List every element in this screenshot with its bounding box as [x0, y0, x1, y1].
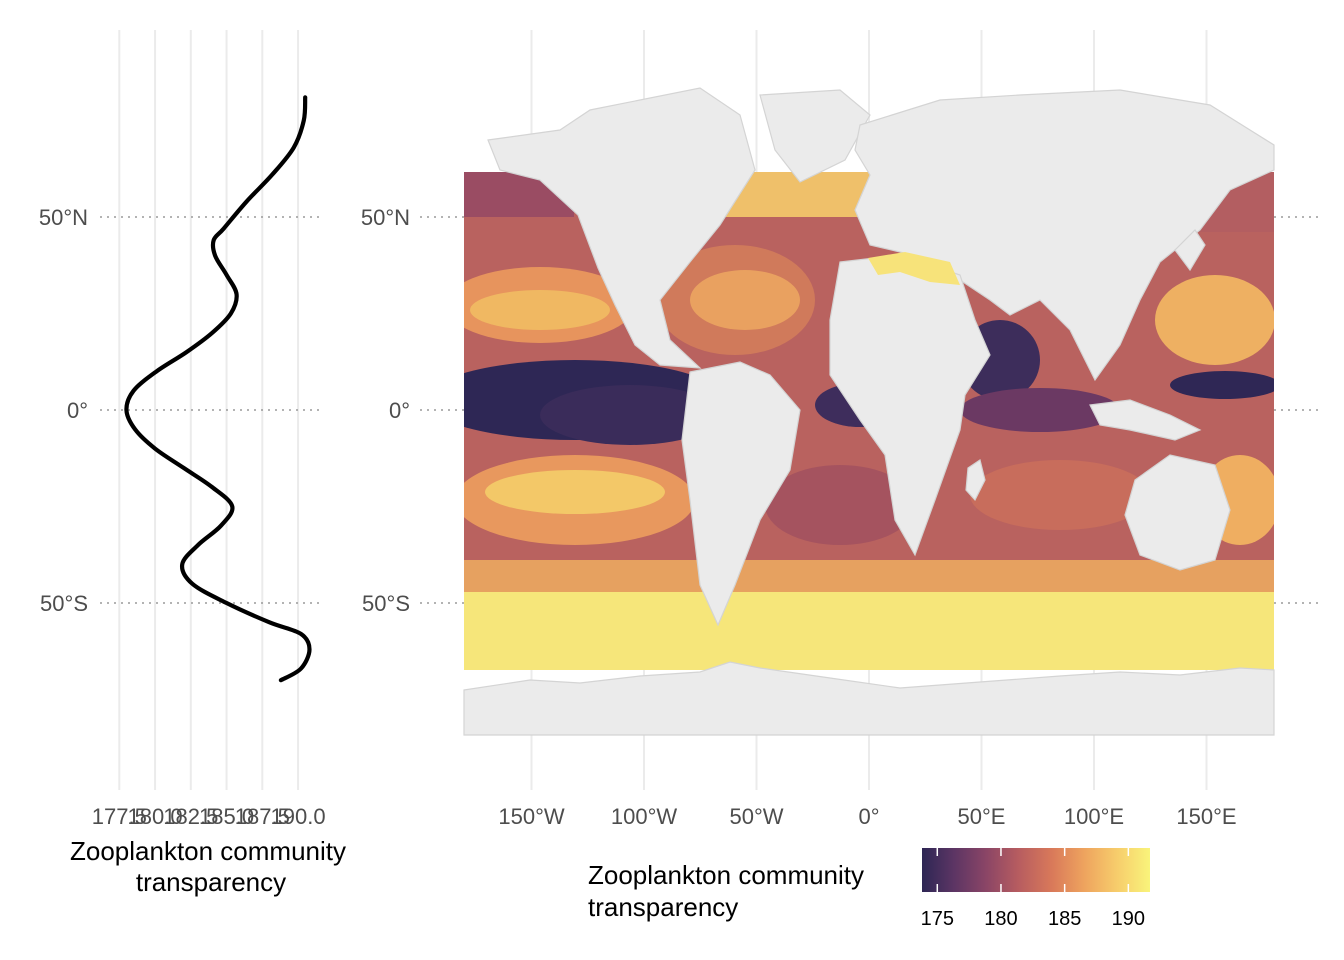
- south-america: [681, 361, 801, 627]
- profile-series-line: [124, 95, 312, 683]
- profile-y-tick-label: 50°N: [39, 205, 88, 230]
- map-y-tick-label: 50°S: [362, 591, 410, 616]
- greenland: [759, 89, 871, 183]
- colorbar-tick-label: 180: [984, 908, 1017, 930]
- profile-y-tick-label: 0°: [67, 398, 88, 423]
- antarctica: [463, 661, 1275, 736]
- colorbar-tick-label: 190: [1112, 908, 1145, 930]
- europe-asia: [854, 89, 1275, 382]
- profile-latitude-gridlines: [100, 216, 322, 604]
- profile-x-tick-label: 187.5: [235, 804, 290, 829]
- equatorial-indian: [960, 388, 1120, 432]
- madagascar: [965, 459, 986, 502]
- southern-ocean-band-inner: [464, 560, 1274, 592]
- colorbar: [922, 848, 1150, 892]
- profile-x-tick-label: 182.5: [163, 804, 218, 829]
- colorbar-tick-label: 185: [1048, 908, 1081, 930]
- profile-vertical-gridlines: [118, 30, 300, 790]
- map-x-tick-label: 100°E: [1064, 804, 1124, 829]
- indian-ocean-south: [970, 460, 1150, 530]
- equatorial-pacific-tongue-edge: [540, 385, 720, 445]
- north-pacific-gyre-core: [470, 290, 610, 330]
- map-y-tick-label: 0°: [389, 398, 410, 423]
- australia: [1124, 454, 1231, 571]
- map-latitude-tick-labels: 50°N 0° 50°S: [361, 205, 410, 616]
- north-atlantic-gyre-core: [690, 270, 800, 330]
- south-pacific-gyre-core: [485, 470, 665, 514]
- map-x-tick-label: 0°: [858, 804, 879, 829]
- japan: [1174, 229, 1206, 272]
- profile-x-tick-label: 185.0: [199, 804, 254, 829]
- profile-x-axis-title-line2: transparency: [136, 867, 286, 897]
- profile-x-tick-label: 190.0: [271, 804, 326, 829]
- southern-ocean-band: [464, 585, 1274, 670]
- profile-y-tick-label: 50°S: [40, 591, 88, 616]
- profile-x-tick-label: 177.5: [92, 804, 147, 829]
- colorbar-tick-label: 175: [921, 908, 954, 930]
- world-map-panel: 150°W 100°W 50°W 0° 50°E 100°E 150°E 50°N0°50°…: [361, 30, 1320, 829]
- africa: [829, 254, 991, 557]
- mediterranean-sea: [868, 252, 960, 285]
- map-x-tick-label: 100°W: [611, 804, 678, 829]
- map-x-tick-label: 150°W: [498, 804, 565, 829]
- colorbar-legend: Zooplankton community transparency 175 18…: [588, 848, 1150, 930]
- map-x-tick-label: 150°E: [1176, 804, 1236, 829]
- map-x-tick-label: 50°W: [729, 804, 783, 829]
- west-pacific-north: [1155, 275, 1274, 365]
- map-longitude-tick-labels: 150°W 100°W 50°W 0° 50°E 100°E 150°E: [498, 804, 1236, 829]
- profile-x-tick-label: 180.0: [128, 804, 183, 829]
- legend-title-line1: Zooplankton community: [588, 860, 864, 890]
- legend-title-line2: transparency: [588, 892, 738, 922]
- map-y-tick-label: 50°N: [361, 205, 410, 230]
- colorbar-ticks: 175 180 185 190: [921, 848, 1145, 930]
- profile-y-tick-labels: 50°N 0° 50°S: [39, 205, 88, 616]
- map-x-tick-label: 50°E: [958, 804, 1006, 829]
- equatorial-west-pacific: [1170, 371, 1274, 399]
- north-america: [487, 87, 756, 369]
- indonesia: [1089, 399, 1202, 441]
- profile-x-axis-title-line1: Zooplankton community: [70, 836, 346, 866]
- south-atlantic-gyre: [765, 465, 915, 545]
- continents: [463, 87, 1275, 736]
